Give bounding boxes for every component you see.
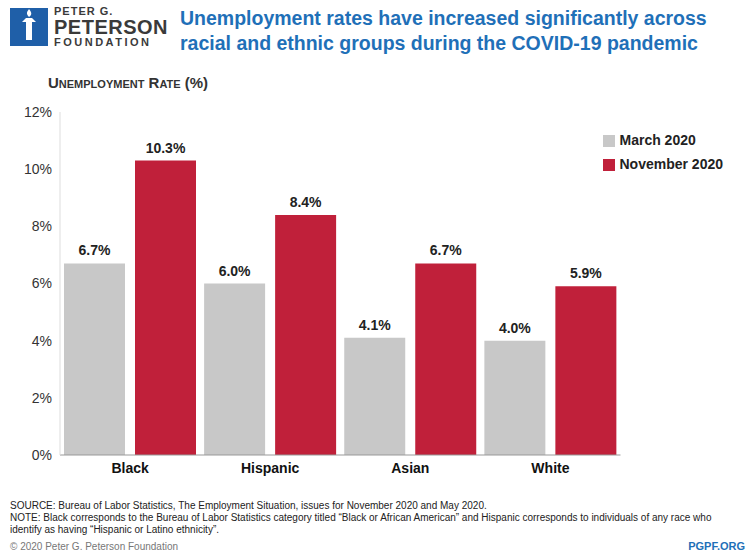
svg-text:White: White	[531, 460, 569, 476]
svg-text:6.7%: 6.7%	[79, 242, 111, 258]
svg-text:2%: 2%	[32, 390, 52, 406]
svg-text:10.3%: 10.3%	[146, 140, 186, 156]
svg-text:0%: 0%	[32, 447, 52, 463]
svg-text:5.9%: 5.9%	[570, 265, 602, 281]
svg-text:10%: 10%	[24, 161, 52, 177]
svg-text:8%: 8%	[32, 218, 52, 234]
html-text:Unemployment rates have increa: Unemployment rates have increased signif…	[180, 7, 707, 54]
svg-text:8.4%: 8.4%	[290, 194, 322, 210]
html-text:© 2020 Peter G. Peterson Found: © 2020 Peter G. Peterson Foundation	[10, 541, 178, 552]
svg-text:Hispanic: Hispanic	[241, 460, 300, 476]
svg-text:4.0%: 4.0%	[499, 320, 531, 336]
html-text:PETER G.: PETER G.	[54, 5, 114, 17]
html-text:Unemployment Rate (%): Unemployment Rate (%)	[48, 74, 209, 91]
svg-text:4%: 4%	[32, 333, 52, 349]
svg-text:6.0%: 6.0%	[219, 263, 251, 279]
html-text:NOTE: Black corresponds to the: NOTE: Black corresponds to the Bureau of…	[10, 512, 712, 535]
svg-text:4.1%: 4.1%	[359, 317, 391, 333]
svg-text:Black: Black	[111, 460, 149, 476]
svg-text:6.7%: 6.7%	[430, 242, 462, 258]
svg-text:6%: 6%	[32, 275, 52, 291]
html-text:PETERSON: PETERSON	[54, 16, 168, 38]
svg-text:Asian: Asian	[391, 460, 429, 476]
svg-text:12%: 12%	[24, 104, 52, 120]
html-text:November 2020: November 2020	[619, 156, 723, 172]
html-text:SOURCE: Bureau of Labor Statis: SOURCE: Bureau of Labor Statistics, The …	[10, 500, 487, 511]
html-text:PGPF.ORG: PGPF.ORG	[688, 540, 745, 552]
html-text:FOUNDATION: FOUNDATION	[54, 36, 152, 48]
html-text:March 2020: March 2020	[619, 132, 696, 148]
